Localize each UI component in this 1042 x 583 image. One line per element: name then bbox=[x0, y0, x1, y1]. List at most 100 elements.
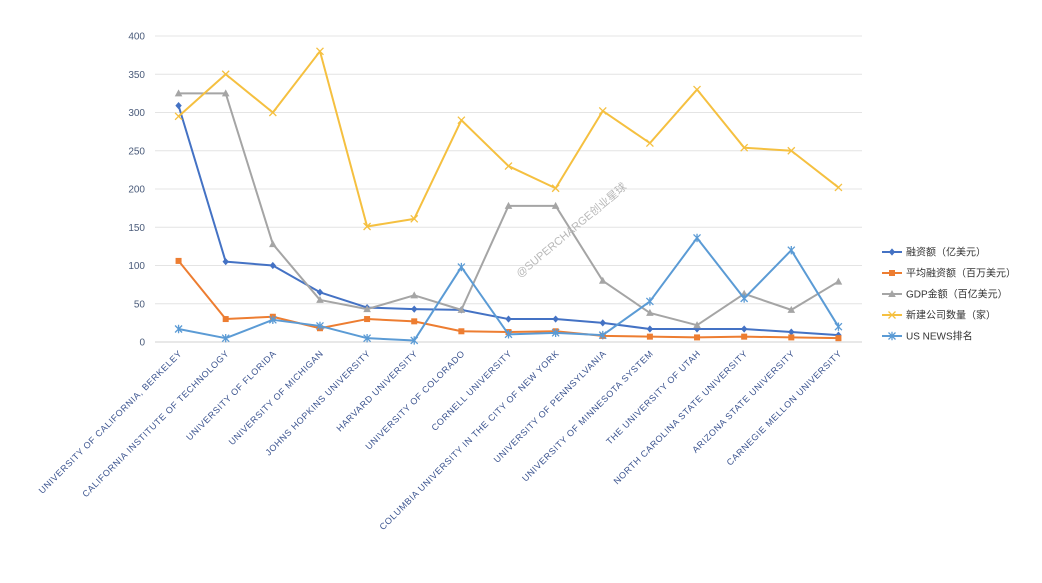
data-point-diamond bbox=[269, 261, 277, 270]
data-point-square bbox=[741, 333, 748, 340]
series-4 bbox=[174, 233, 843, 345]
data-point-star bbox=[174, 324, 183, 334]
data-point-diamond bbox=[175, 102, 182, 110]
data-point-triangle bbox=[888, 290, 896, 297]
legend-item: 平均融资额（百万美元） bbox=[882, 267, 1016, 280]
data-point-square bbox=[694, 334, 701, 341]
data-point-diamond bbox=[788, 328, 795, 336]
data-point-diamond bbox=[316, 288, 324, 296]
series-0 bbox=[175, 102, 842, 339]
data-point-star bbox=[268, 315, 277, 325]
data-point-square bbox=[175, 257, 182, 264]
data-point-triangle bbox=[316, 295, 324, 303]
data-point-triangle bbox=[504, 201, 513, 209]
series-line bbox=[177, 260, 839, 340]
series-lines bbox=[174, 47, 843, 345]
data-point-square bbox=[646, 333, 653, 340]
y-tick-label: 250 bbox=[128, 146, 145, 157]
x-tick-label: UNIVERSITY OF FLORIDA bbox=[184, 348, 278, 442]
y-tick-label: 50 bbox=[134, 299, 146, 310]
data-point-triangle bbox=[646, 308, 654, 316]
legend-item: 新建公司数量（家） bbox=[882, 309, 996, 322]
data-point-triangle bbox=[787, 305, 796, 313]
y-tick-label: 150 bbox=[128, 223, 145, 234]
y-tick-label: 0 bbox=[139, 338, 145, 349]
data-point-x bbox=[316, 47, 324, 56]
data-point-x bbox=[363, 222, 372, 231]
x-tick-label: CORNELL UNIVERSITY bbox=[429, 348, 513, 432]
legend-label: 融资额（亿美元） bbox=[906, 246, 986, 259]
x-tick-label: COLUMBIA UNIVERSITY IN THE CITY OF NEW Y… bbox=[377, 348, 561, 532]
data-point-x bbox=[174, 112, 183, 121]
data-point-x bbox=[740, 143, 749, 152]
y-axis-ticks: 0 50 100 150 200 250 300 350 400 bbox=[128, 32, 145, 349]
data-point-x bbox=[693, 85, 701, 94]
data-point-x bbox=[410, 214, 419, 223]
data-point-x bbox=[598, 107, 607, 115]
data-point-triangle bbox=[174, 89, 183, 97]
data-point-triangle bbox=[834, 277, 843, 285]
data-point-star bbox=[221, 333, 230, 343]
data-point-star bbox=[787, 246, 796, 255]
data-point-triangle bbox=[363, 305, 371, 313]
gridlines bbox=[155, 35, 862, 343]
data-point-star bbox=[740, 294, 749, 303]
y-tick-label: 200 bbox=[128, 185, 145, 196]
data-point-x bbox=[645, 139, 654, 148]
data-point-square bbox=[222, 316, 229, 323]
legend-item: GDP金额（百亿美元） bbox=[882, 288, 1008, 301]
legend-label: 新建公司数量（家） bbox=[906, 309, 996, 322]
data-point-star bbox=[645, 297, 654, 306]
data-point-square bbox=[411, 318, 418, 325]
data-point-square bbox=[458, 328, 465, 335]
data-point-star bbox=[316, 321, 324, 331]
data-point-triangle bbox=[693, 321, 701, 329]
series-line bbox=[178, 92, 839, 327]
data-point-x bbox=[221, 70, 230, 79]
series-line bbox=[178, 236, 840, 342]
data-point-square bbox=[364, 316, 371, 323]
series-line bbox=[177, 50, 840, 228]
x-tick-label: THE UNIVERSITY OF UTAH bbox=[604, 348, 702, 446]
data-point-x bbox=[504, 162, 513, 171]
x-axis-ticks: UNIVERSITY OF CALIFORNIA, BERKELEYCALIFO… bbox=[37, 348, 844, 532]
x-tick-label: ARIZONA STATE UNIVERSITY bbox=[690, 348, 796, 454]
data-point-x bbox=[787, 146, 796, 155]
data-point-star bbox=[551, 328, 560, 338]
data-point-diamond bbox=[599, 319, 606, 327]
legend: 融资额（亿美元） 平均融资额（百万美元） GDP金额（百亿美元） 新建公司数量（家） U… bbox=[882, 246, 1016, 343]
legend-label: US NEWS排名 bbox=[906, 330, 973, 343]
data-point-triangle bbox=[269, 240, 277, 248]
data-point-triangle bbox=[457, 305, 466, 313]
data-point-triangle bbox=[551, 201, 560, 209]
data-point-x bbox=[457, 116, 466, 125]
data-point-diamond bbox=[222, 258, 229, 266]
x-tick-label: UNIVERSITY OF MICHIGAN bbox=[227, 348, 326, 447]
y-tick-label: 300 bbox=[128, 108, 145, 119]
data-point-star bbox=[888, 331, 896, 341]
data-point-x bbox=[268, 108, 277, 117]
data-point-diamond bbox=[411, 305, 418, 313]
data-point-star bbox=[693, 233, 701, 243]
legend-item: 融资额（亿美元） bbox=[882, 246, 986, 259]
x-tick-label: JOHNS HOPKINS UNIVERSITY bbox=[263, 348, 372, 457]
data-point-square bbox=[835, 335, 842, 342]
data-point-triangle bbox=[221, 89, 230, 97]
data-point-square bbox=[788, 334, 795, 341]
data-point-star bbox=[410, 336, 419, 345]
data-point-diamond bbox=[646, 325, 654, 333]
series-line bbox=[177, 105, 839, 337]
data-point-star bbox=[598, 330, 607, 340]
data-point-x bbox=[834, 183, 843, 192]
data-point-diamond bbox=[888, 248, 896, 256]
y-tick-label: 100 bbox=[128, 261, 145, 272]
data-point-diamond bbox=[505, 315, 512, 323]
data-point-star bbox=[457, 262, 466, 272]
legend-item: US NEWS排名 bbox=[882, 330, 973, 343]
series-3 bbox=[174, 47, 843, 231]
data-point-x bbox=[888, 311, 896, 319]
data-point-square bbox=[889, 270, 895, 276]
y-tick-label: 350 bbox=[128, 70, 145, 81]
